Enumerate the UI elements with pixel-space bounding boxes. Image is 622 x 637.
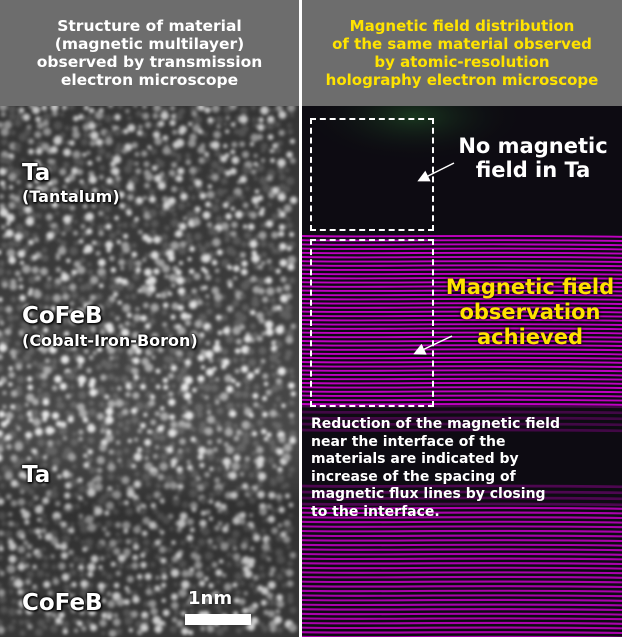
- interface-note: Reduction of the magnetic field near the…: [311, 416, 560, 520]
- scale-bar: [185, 614, 251, 625]
- cofeb-region-box: [310, 239, 434, 407]
- callout-no-magnetic-field: No magnetic field in Ta: [458, 134, 608, 182]
- layer-label-ta-2: Ta: [22, 462, 51, 488]
- layer-label-cofeb-2: CoFeB: [22, 590, 103, 616]
- ta-region-box: [310, 118, 434, 231]
- callout-field-observed: Magnetic field observation achieved: [445, 275, 615, 349]
- scale-bar-label: 1nm: [188, 588, 233, 609]
- tem-atomic-texture: [0, 106, 299, 637]
- layer-label-ta-1: Ta: [22, 160, 51, 186]
- holography-image: No magnetic field in Ta Magnetic field o…: [302, 106, 622, 637]
- tem-panel: Structure of material (magnetic multilay…: [0, 0, 299, 637]
- holography-panel-header: Magnetic field distribution of the same …: [302, 0, 622, 106]
- tem-panel-header: Structure of material (magnetic multilay…: [0, 0, 299, 106]
- holography-header-text: Magnetic field distribution of the same …: [325, 17, 599, 89]
- tem-image: Ta (Tantalum) CoFeB (Cobalt-Iron-Boron) …: [0, 106, 299, 637]
- layer-detail-cobalt-iron-boron: (Cobalt-Iron-Boron): [22, 331, 198, 350]
- layer-detail-tantalum: (Tantalum): [22, 187, 120, 206]
- holography-panel: Magnetic field distribution of the same …: [302, 0, 622, 637]
- layer-label-cofeb-1: CoFeB: [22, 303, 103, 329]
- tem-header-text: Structure of material (magnetic multilay…: [36, 17, 263, 89]
